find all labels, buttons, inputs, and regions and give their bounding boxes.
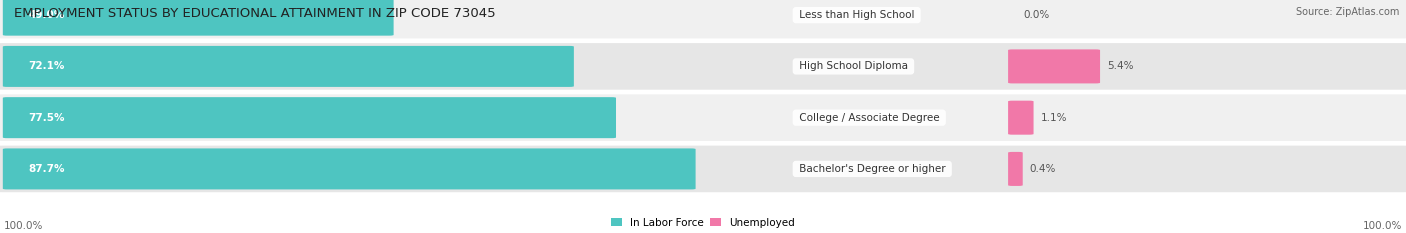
FancyBboxPatch shape	[0, 94, 1406, 141]
FancyBboxPatch shape	[3, 46, 574, 87]
Text: 49.0%: 49.0%	[28, 10, 65, 20]
Text: 100.0%: 100.0%	[4, 221, 44, 231]
FancyBboxPatch shape	[0, 43, 1406, 90]
Text: College / Associate Degree: College / Associate Degree	[796, 113, 942, 123]
FancyBboxPatch shape	[3, 148, 696, 189]
Text: 77.5%: 77.5%	[28, 113, 65, 123]
FancyBboxPatch shape	[3, 0, 394, 36]
Text: Source: ZipAtlas.com: Source: ZipAtlas.com	[1295, 7, 1399, 17]
Text: 0.4%: 0.4%	[1029, 164, 1056, 174]
FancyBboxPatch shape	[0, 146, 1406, 192]
Legend: In Labor Force, Unemployed: In Labor Force, Unemployed	[612, 218, 794, 228]
Text: EMPLOYMENT STATUS BY EDUCATIONAL ATTAINMENT IN ZIP CODE 73045: EMPLOYMENT STATUS BY EDUCATIONAL ATTAINM…	[14, 7, 496, 20]
Text: High School Diploma: High School Diploma	[796, 62, 911, 71]
Text: Less than High School: Less than High School	[796, 10, 918, 20]
Text: 87.7%: 87.7%	[28, 164, 65, 174]
FancyBboxPatch shape	[0, 0, 1406, 38]
Text: Bachelor's Degree or higher: Bachelor's Degree or higher	[796, 164, 949, 174]
FancyBboxPatch shape	[1008, 152, 1022, 186]
FancyBboxPatch shape	[3, 97, 616, 138]
Text: 100.0%: 100.0%	[1362, 221, 1402, 231]
FancyBboxPatch shape	[1008, 49, 1099, 83]
Text: 72.1%: 72.1%	[28, 62, 65, 71]
FancyBboxPatch shape	[1008, 101, 1033, 135]
Text: 1.1%: 1.1%	[1040, 113, 1067, 123]
Text: 0.0%: 0.0%	[1024, 10, 1050, 20]
Text: 5.4%: 5.4%	[1107, 62, 1133, 71]
